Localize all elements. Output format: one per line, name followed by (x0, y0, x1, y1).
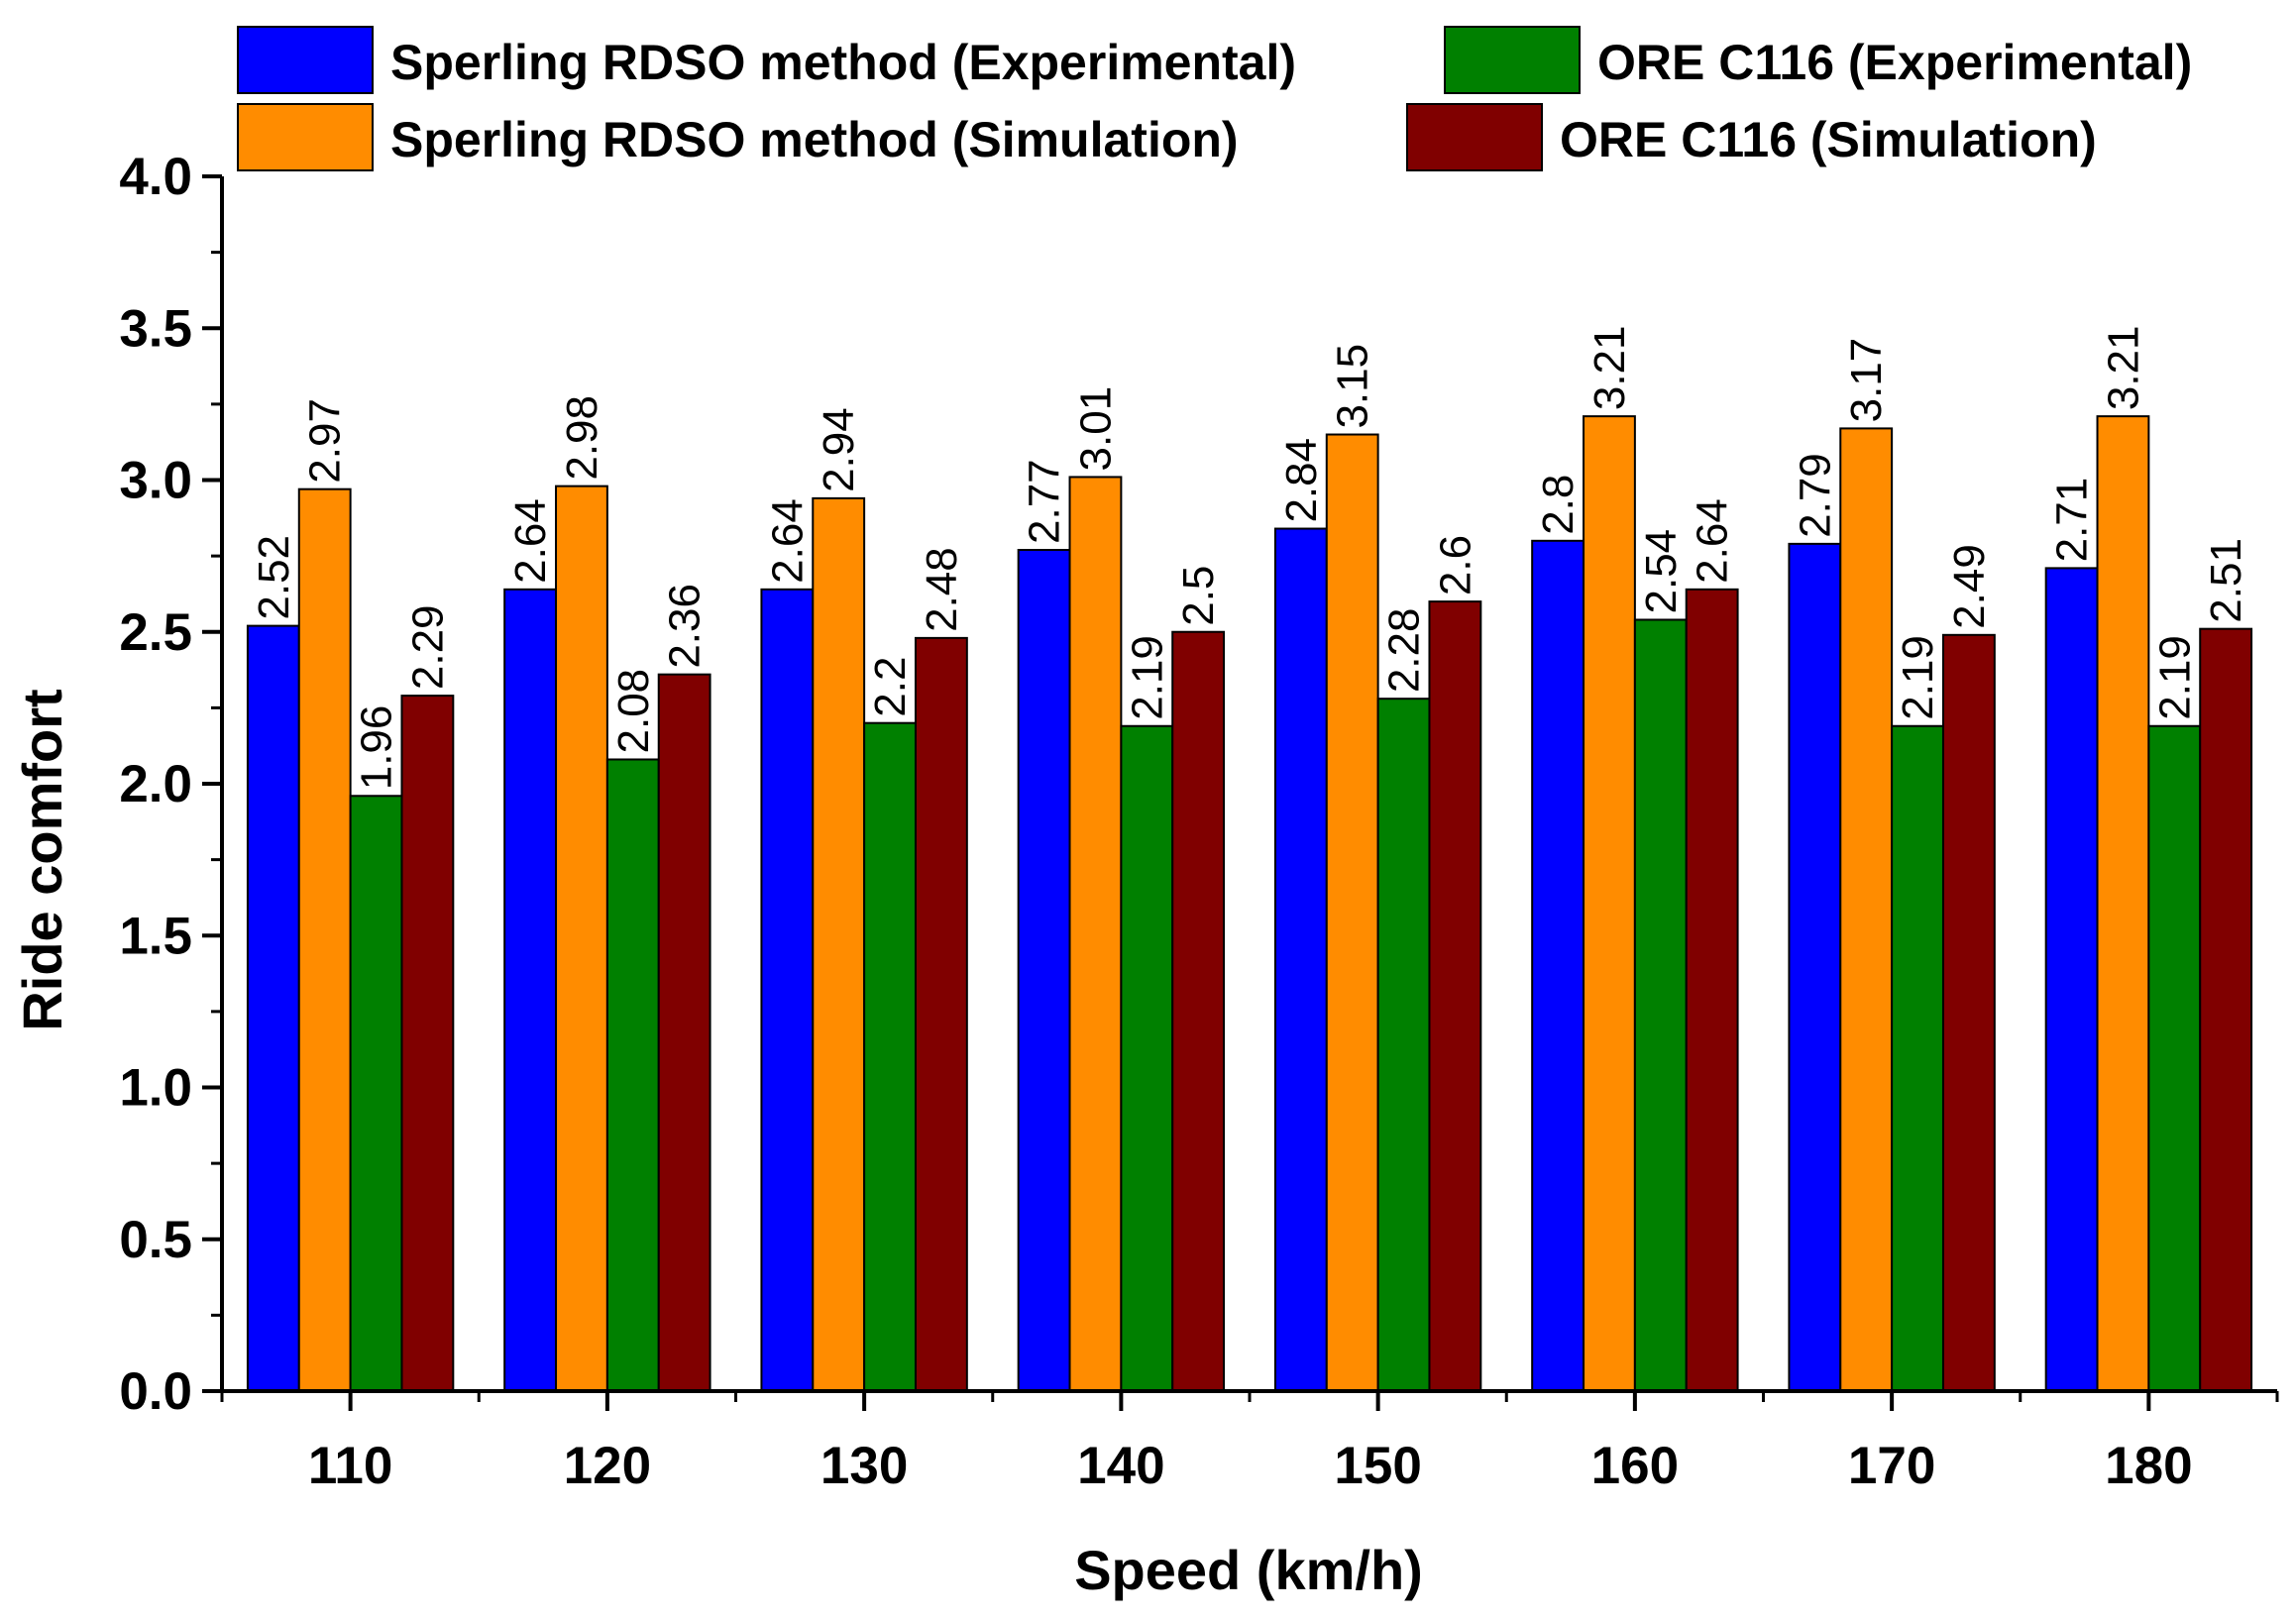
bar (1941, 633, 1996, 1392)
bar-value-label: 2.77 (1021, 459, 1069, 544)
y-tick-label: 0.0 (119, 1362, 192, 1421)
bar-value-label: 2.97 (301, 398, 350, 484)
legend-swatch-ore-experimental (1444, 26, 1581, 94)
y-tick-label: 4.0 (119, 148, 192, 206)
bar-value-label: 2.64 (1689, 498, 1737, 584)
y-tick-label: 1.0 (119, 1059, 192, 1118)
bar-value-label: 2.52 (250, 535, 298, 620)
bar (1788, 542, 1842, 1392)
bar (1531, 539, 1585, 1392)
x-tick-label: 140 (1077, 1437, 1164, 1495)
y-axis-ticks: 0.0 0.5 1.0 1.5 2.0 2.5 3.0 3.5 4.0 (119, 148, 222, 1421)
x-tick-label: 130 (820, 1437, 908, 1495)
bar (1891, 724, 1944, 1392)
y-tick-label: 2.0 (119, 755, 192, 813)
bar (914, 636, 968, 1392)
x-tick-label: 170 (1848, 1437, 1935, 1495)
legend-swatch-sperling-simulation (237, 103, 374, 171)
bar-value-label: 2.29 (403, 604, 452, 690)
bar (349, 795, 403, 1392)
bar (297, 487, 352, 1392)
bar (1685, 588, 1739, 1392)
bar (2044, 567, 2099, 1392)
bar-value-label: 2.79 (1791, 453, 1839, 538)
y-tick-label: 1.5 (119, 907, 192, 965)
bar (1017, 548, 1071, 1392)
y-axis-title: Ride comfort (11, 689, 73, 1030)
legend: Sperling RDSO method (Experimental) ORE … (237, 26, 2192, 171)
bar-value-label: 2.84 (1277, 438, 1326, 523)
bar (657, 673, 711, 1392)
bar-value-label: 2.19 (1123, 635, 1171, 720)
x-tick-label: 120 (564, 1437, 651, 1495)
bar (1376, 698, 1431, 1392)
bar (2147, 724, 2202, 1392)
x-tick-label: 110 (308, 1437, 393, 1495)
y-tick-label: 3.0 (119, 452, 192, 510)
bar (1273, 527, 1328, 1392)
y-tick-label: 2.5 (119, 603, 192, 662)
bar (1068, 476, 1123, 1392)
bar-value-label: 2.28 (1380, 608, 1429, 694)
bar (812, 496, 866, 1392)
bar-value-label: 3.01 (1071, 386, 1120, 472)
bar (2199, 627, 2253, 1392)
bar-value-label: 1.96 (353, 705, 401, 791)
legend-label-ore-simulation: ORE C116 (Simulation) (1560, 112, 2097, 167)
bar-value-label: 2.51 (2202, 538, 2250, 623)
x-tick-label: 180 (2105, 1437, 2192, 1495)
bar (1120, 724, 1174, 1392)
bar (1428, 600, 1482, 1392)
bar (1839, 427, 1894, 1392)
bar-value-label: 2.36 (661, 584, 710, 669)
bar (760, 588, 815, 1392)
x-axis-title: Speed (km/h) (1074, 1539, 1423, 1601)
bar (1583, 415, 1636, 1392)
bar (400, 695, 455, 1392)
bar-value-label: 2.48 (918, 547, 966, 632)
bar (246, 624, 300, 1392)
bar-value-label: 2.98 (558, 395, 606, 481)
y-tick-label: 0.5 (119, 1211, 192, 1269)
bar-value-label: 2.19 (2150, 635, 2199, 720)
legend-label-sperling-experimental: Sperling RDSO method (Experimental) (390, 35, 1296, 90)
bar (1325, 433, 1379, 1392)
bar-value-label: 2.6 (1431, 535, 1479, 595)
legend-swatch-sperling-experimental (237, 26, 374, 94)
x-axis-ticks: 110 120 130 140 150 160 170 180 (220, 1391, 2279, 1495)
plot-area: 2.522.971.962.292.642.982.082.362.642.94… (246, 325, 2253, 1392)
bar-value-label: 2.2 (866, 657, 915, 717)
bar-value-label: 3.17 (1842, 338, 1891, 423)
bar (503, 588, 558, 1392)
bar-value-label: 2.5 (1174, 566, 1223, 626)
bar-value-label: 2.54 (1637, 529, 1686, 614)
bar-value-label: 2.49 (1945, 544, 1994, 629)
bar (863, 721, 917, 1392)
bar-value-label: 2.19 (1894, 635, 1942, 720)
bar-value-label: 2.64 (763, 498, 812, 584)
legend-label-sperling-simulation: Sperling RDSO method (Simulation) (390, 112, 1239, 167)
bar (1633, 618, 1688, 1392)
bar-value-label: 2.08 (609, 669, 658, 754)
bar (555, 485, 608, 1392)
x-tick-label: 160 (1591, 1437, 1679, 1495)
bar-value-label: 3.21 (2099, 325, 2147, 410)
bar (2096, 415, 2150, 1392)
bar-value-label: 2.71 (2048, 478, 2097, 563)
bar (1171, 630, 1226, 1392)
bar-value-label: 3.15 (1329, 344, 1377, 429)
bar-value-label: 2.64 (506, 498, 555, 584)
bar-value-label: 3.21 (1585, 325, 1634, 410)
legend-label-ore-experimental: ORE C116 (Experimental) (1597, 35, 2192, 90)
bar (605, 758, 660, 1392)
bar-value-label: 2.94 (815, 407, 863, 492)
y-tick-label: 3.5 (119, 299, 192, 358)
legend-swatch-ore-simulation (1406, 103, 1543, 171)
bar-value-label: 2.8 (1534, 475, 1583, 535)
x-tick-label: 150 (1334, 1437, 1421, 1495)
